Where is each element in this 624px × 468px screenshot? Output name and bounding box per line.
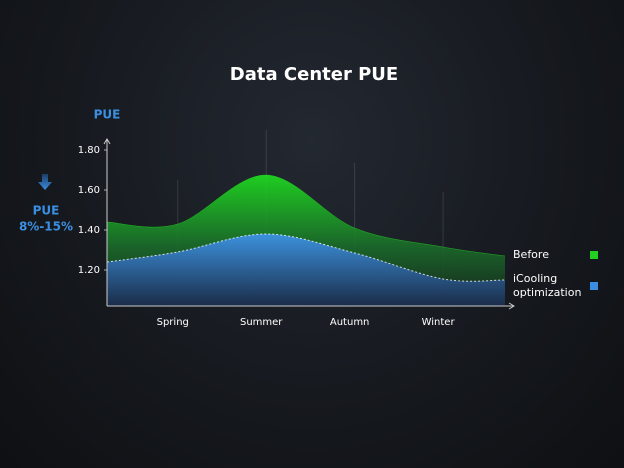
chart-title: Data Center PUE (230, 64, 398, 85)
legend-swatch (590, 282, 598, 290)
y-tick-label: 1.60 (78, 185, 100, 196)
legend-label: Before (513, 248, 549, 261)
annotation-label: PUE (33, 204, 60, 218)
y-tick-label: 1.20 (78, 265, 100, 276)
x-tick-label: Winter (422, 317, 456, 328)
axis-arrow (103, 138, 111, 145)
y-tick-label: 1.80 (78, 145, 100, 156)
legend-label: iCooling optimization (513, 272, 582, 299)
annotation-text: 8%-15% (19, 220, 73, 234)
x-tick-label: Summer (240, 317, 283, 328)
axis-arrow (508, 302, 515, 310)
x-tick-label: Spring (157, 317, 189, 328)
y-axis-label: PUE (94, 108, 121, 122)
area (107, 233, 505, 306)
x-tick-label: Autumn (330, 317, 370, 328)
y-tick-label: 1.40 (78, 225, 100, 236)
line (106, 233, 506, 282)
down-arrow-icon (38, 174, 52, 190)
legend-swatch (590, 251, 598, 259)
line (106, 174, 506, 257)
